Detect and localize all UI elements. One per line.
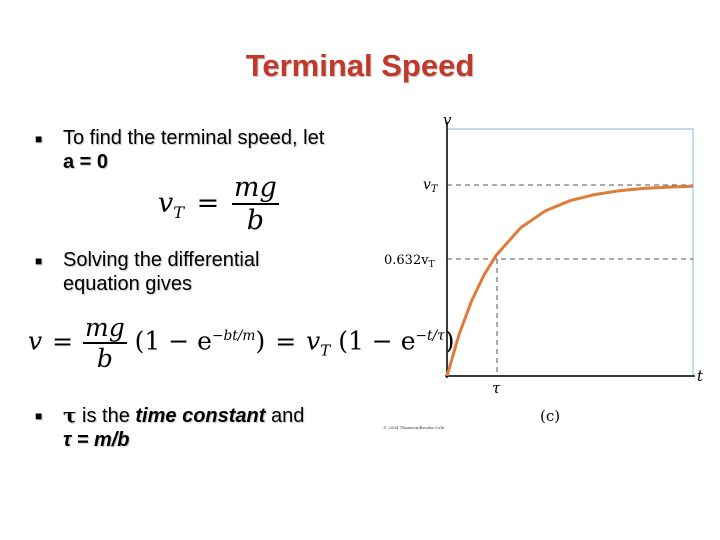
tau-tick-label: τ: [492, 379, 501, 397]
bullet-text-line1: τ is the time constant and: [63, 403, 304, 428]
tau-symbol: τ: [63, 403, 77, 427]
vt632-label: 0.632vT: [384, 253, 435, 270]
bullet-text-line2: equation gives: [63, 273, 192, 295]
bullet-text-line1: Solving the differential: [63, 249, 260, 271]
eq2-exponent2: −t/τ: [415, 328, 445, 345]
equation-terminal-speed: vT = mg b: [158, 172, 279, 236]
eq2-vT-sub: T: [320, 341, 331, 360]
eq2-equals2: =: [275, 326, 297, 356]
copyright-text: © 2004 Thomson/Brooks Cole: [383, 425, 445, 430]
bullet-text-line2: a = 0: [63, 151, 109, 173]
slide-title: Terminal Speed: [245, 48, 475, 83]
eq2-close2: ): [444, 326, 455, 356]
eq1-numerator: mg: [231, 172, 279, 205]
eq2-paren-term2: (1 − e: [338, 326, 416, 356]
bullet-text-tail: and: [265, 405, 305, 427]
eq2-fraction: mg b: [82, 313, 127, 373]
eq2-equals1: =: [52, 326, 74, 356]
bullet-emphasis: time constant: [135, 405, 266, 427]
bullet-text-mid: is the: [76, 405, 136, 427]
eq2-close1: ): [255, 326, 266, 356]
graph-frame: [446, 128, 694, 377]
bullet-text-line1: To find the terminal speed, let: [63, 127, 325, 149]
bullet-terminal-speed: To find the terminal speed, let a = 0: [63, 126, 324, 174]
eq2-vT: v: [306, 326, 321, 356]
eq1-equals: =: [196, 187, 220, 219]
equation-velocity-solution: v = mg b (1 − e−bt/m) = vT (1 − e−t/τ): [28, 313, 455, 373]
x-axis-label: t: [697, 367, 704, 385]
velocity-curve: [445, 184, 694, 377]
bullet-text-line2: τ = m/b: [63, 429, 130, 451]
eq1-denominator: b: [246, 205, 264, 236]
eq1-sub: T: [173, 202, 185, 222]
eq1-fraction: mg b: [231, 172, 279, 236]
y-axis-label: v: [443, 111, 452, 129]
eq2-v: v: [28, 326, 43, 356]
bullet-time-constant: τ is the time constant and τ = m/b: [63, 403, 304, 452]
eq2-numerator: mg: [82, 313, 127, 344]
vt-label: vT: [423, 177, 439, 195]
eq2-exponent1: −bt/m: [211, 328, 256, 345]
panel-label: (c): [540, 407, 560, 425]
eq1-v: v: [158, 187, 174, 219]
bullet-differential: Solving the differential equation gives: [63, 248, 259, 296]
eq2-paren-term1: (1 − e: [134, 326, 212, 356]
eq2-denominator: b: [96, 344, 113, 373]
